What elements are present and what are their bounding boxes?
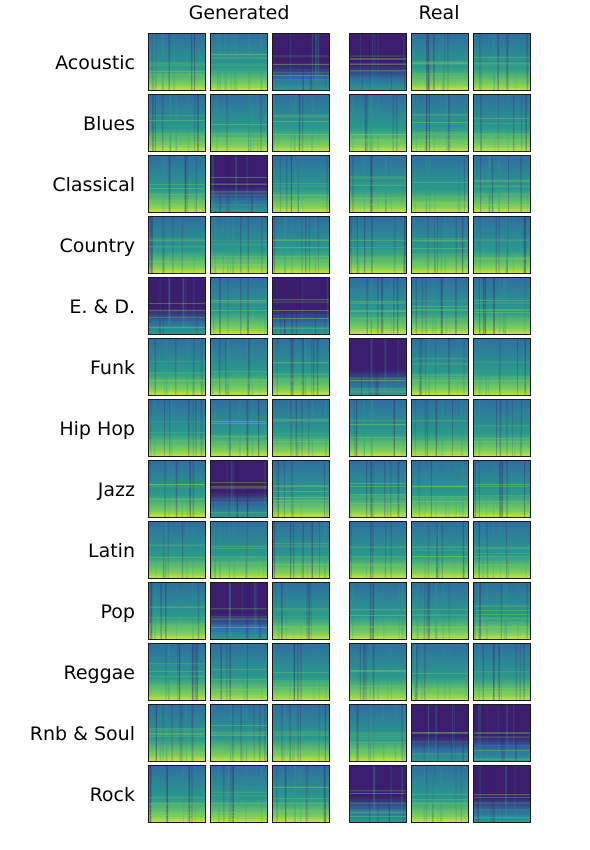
- spectrogram-latin-real-1: [349, 521, 407, 579]
- spectrogram-reggae-real-2: [411, 643, 469, 701]
- row-label-pop: Pop: [100, 601, 135, 623]
- spectrogram-latin-real-3: [473, 521, 531, 579]
- real-column-title: Real: [418, 2, 460, 24]
- spectrogram-acoustic-generated-2: [210, 33, 268, 91]
- spectrogram-acoustic-generated-1: [148, 33, 206, 91]
- spectrogram-classical-generated-1: [148, 155, 206, 213]
- spectrogram-classical-real-1: [349, 155, 407, 213]
- spectrogram-rnb-soul-real-1: [349, 704, 407, 762]
- spectrogram-blues-generated-3: [272, 94, 330, 152]
- row-label-e-d-: E. & D.: [69, 296, 135, 318]
- spectrogram-acoustic-generated-3: [272, 33, 330, 91]
- spectrogram-funk-real-2: [411, 338, 469, 396]
- spectrogram-latin-generated-3: [272, 521, 330, 579]
- spectrogram-hip-hop-generated-1: [148, 399, 206, 457]
- spectrogram-pop-real-2: [411, 582, 469, 640]
- spectrogram-jazz-real-3: [473, 460, 531, 518]
- spectrogram-latin-generated-1: [148, 521, 206, 579]
- spectrogram-rock-generated-1: [148, 765, 206, 823]
- spectrogram-hip-hop-generated-3: [272, 399, 330, 457]
- spectrogram-country-generated-1: [148, 216, 206, 274]
- row-label-classical: Classical: [52, 174, 135, 196]
- spectrogram-country-real-2: [411, 216, 469, 274]
- spectrogram-e-d--real-2: [411, 277, 469, 335]
- spectrogram-funk-real-3: [473, 338, 531, 396]
- spectrogram-country-generated-2: [210, 216, 268, 274]
- spectrogram-rnb-soul-generated-2: [210, 704, 268, 762]
- spectrogram-latin-generated-2: [210, 521, 268, 579]
- row-label-rock: Rock: [89, 784, 135, 806]
- spectrogram-rnb-soul-real-3: [473, 704, 531, 762]
- spectrogram-e-d--generated-2: [210, 277, 268, 335]
- spectrogram-blues-generated-2: [210, 94, 268, 152]
- spectrogram-funk-generated-2: [210, 338, 268, 396]
- spectrogram-acoustic-real-3: [473, 33, 531, 91]
- row-label-jazz: Jazz: [97, 479, 135, 501]
- spectrogram-rock-real-1: [349, 765, 407, 823]
- spectrogram-rnb-soul-real-2: [411, 704, 469, 762]
- row-label-country: Country: [59, 235, 135, 257]
- generated-column-title: Generated: [188, 2, 290, 24]
- spectrogram-pop-generated-2: [210, 582, 268, 640]
- row-label-funk: Funk: [90, 357, 135, 379]
- spectrogram-blues-real-1: [349, 94, 407, 152]
- spectrogram-country-real-3: [473, 216, 531, 274]
- row-label-hip-hop: Hip Hop: [59, 418, 135, 440]
- row-label-blues: Blues: [83, 113, 135, 135]
- spectrogram-jazz-generated-1: [148, 460, 206, 518]
- spectrogram-classical-real-2: [411, 155, 469, 213]
- spectrogram-hip-hop-real-1: [349, 399, 407, 457]
- spectrogram-e-d--generated-3: [272, 277, 330, 335]
- spectrogram-country-real-1: [349, 216, 407, 274]
- spectrogram-jazz-real-2: [411, 460, 469, 518]
- spectrogram-pop-real-1: [349, 582, 407, 640]
- spectrogram-rock-real-3: [473, 765, 531, 823]
- spectrogram-jazz-real-1: [349, 460, 407, 518]
- spectrogram-jazz-generated-2: [210, 460, 268, 518]
- spectrogram-reggae-real-3: [473, 643, 531, 701]
- spectrogram-pop-generated-1: [148, 582, 206, 640]
- spectrogram-rock-generated-2: [210, 765, 268, 823]
- row-label-latin: Latin: [88, 540, 135, 562]
- row-label-acoustic: Acoustic: [55, 52, 135, 74]
- spectrogram-reggae-generated-3: [272, 643, 330, 701]
- spectrogram-hip-hop-real-2: [411, 399, 469, 457]
- spectrogram-rnb-soul-generated-3: [272, 704, 330, 762]
- row-label-rnb-soul: Rnb & Soul: [29, 723, 135, 745]
- spectrogram-pop-generated-3: [272, 582, 330, 640]
- spectrogram-blues-real-2: [411, 94, 469, 152]
- spectrogram-funk-generated-1: [148, 338, 206, 396]
- spectrogram-classical-generated-3: [272, 155, 330, 213]
- spectrogram-rock-real-2: [411, 765, 469, 823]
- spectrogram-blues-real-3: [473, 94, 531, 152]
- spectrogram-classical-generated-2: [210, 155, 268, 213]
- spectrogram-latin-real-2: [411, 521, 469, 579]
- spectrogram-pop-real-3: [473, 582, 531, 640]
- row-label-reggae: Reggae: [63, 662, 136, 684]
- spectrogram-hip-hop-generated-2: [210, 399, 268, 457]
- spectrogram-rnb-soul-generated-1: [148, 704, 206, 762]
- spectrogram-country-generated-3: [272, 216, 330, 274]
- spectrogram-reggae-generated-1: [148, 643, 206, 701]
- spectrogram-funk-generated-3: [272, 338, 330, 396]
- spectrogram-classical-real-3: [473, 155, 531, 213]
- spectrogram-blues-generated-1: [148, 94, 206, 152]
- spectrogram-hip-hop-real-3: [473, 399, 531, 457]
- spectrogram-jazz-generated-3: [272, 460, 330, 518]
- spectrogram-rock-generated-3: [272, 765, 330, 823]
- spectrogram-e-d--real-3: [473, 277, 531, 335]
- spectrogram-acoustic-real-2: [411, 33, 469, 91]
- spectrogram-acoustic-real-1: [349, 33, 407, 91]
- spectrogram-reggae-real-1: [349, 643, 407, 701]
- spectrogram-funk-real-1: [349, 338, 407, 396]
- spectrogram-reggae-generated-2: [210, 643, 268, 701]
- spectrogram-e-d--real-1: [349, 277, 407, 335]
- spectrogram-e-d--generated-1: [148, 277, 206, 335]
